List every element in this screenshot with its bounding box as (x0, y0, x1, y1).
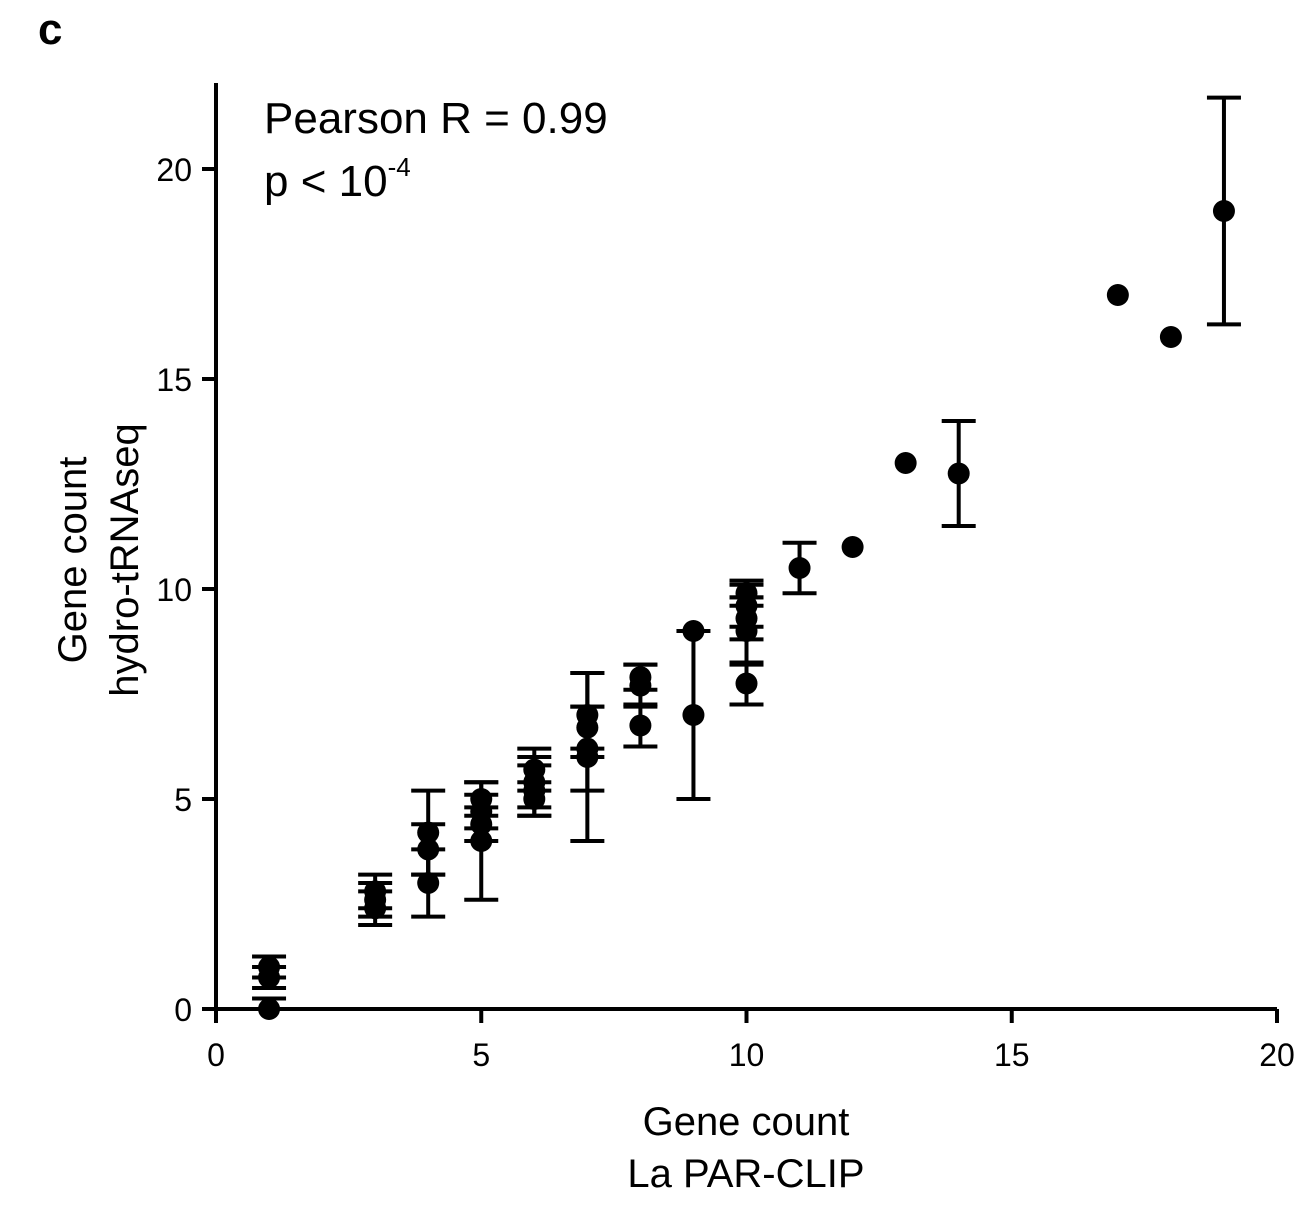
data-point (682, 620, 705, 642)
data-point (417, 821, 440, 844)
y-tick-label: 20 (156, 152, 192, 188)
y-axis-title-line1: Gene count (51, 457, 95, 664)
data-point (947, 462, 970, 485)
data-point (364, 897, 387, 920)
data-point (417, 838, 440, 861)
y-tick-label: 0 (174, 992, 192, 1028)
p-value-exponent: -4 (388, 152, 411, 182)
data-point (470, 813, 493, 836)
data-point (1106, 284, 1129, 306)
data-point (735, 672, 758, 695)
data-point (417, 872, 440, 894)
x-tick-label: 15 (994, 1037, 1030, 1073)
data-point (682, 704, 705, 726)
error-bars (252, 95, 1241, 1011)
data-point (735, 620, 758, 642)
data-point (629, 674, 652, 697)
x-axis-title-line1: Gene count (643, 1100, 850, 1144)
y-axis-title-line2: hydro-tRNAseq (103, 423, 147, 696)
y-tick-label: 5 (174, 782, 192, 818)
x-tick-label: 5 (472, 1037, 490, 1073)
panel-label: c (38, 5, 62, 54)
x-tick-label: 0 (207, 1037, 225, 1073)
data-point (1159, 326, 1182, 348)
p-value-base: p < 10 (264, 157, 388, 206)
data-point (523, 788, 546, 810)
data-point (788, 557, 811, 579)
ticks: 0 5 10 15 20 0 5 10 15 20 (156, 152, 1294, 1073)
data-points (258, 200, 1235, 1020)
y-tick-label: 10 (156, 572, 192, 608)
y-tick-label: 15 (156, 362, 192, 398)
data-point (470, 830, 493, 852)
data-point (894, 452, 917, 474)
x-tick-label: 20 (1259, 1037, 1295, 1073)
x-tick-label: 10 (729, 1037, 765, 1073)
data-point (258, 966, 281, 989)
data-point (576, 746, 599, 768)
data-point (258, 998, 281, 1020)
data-point (576, 716, 599, 739)
pearson-annotation: Pearson R = 0.99 (264, 94, 608, 143)
x-axis-title-line2: La PAR-CLIP (627, 1152, 864, 1196)
data-point (841, 536, 864, 558)
data-point (629, 714, 652, 737)
p-value-annotation: p < 10-4 (264, 152, 411, 206)
data-point (1212, 200, 1235, 222)
axes (214, 83, 1277, 1011)
